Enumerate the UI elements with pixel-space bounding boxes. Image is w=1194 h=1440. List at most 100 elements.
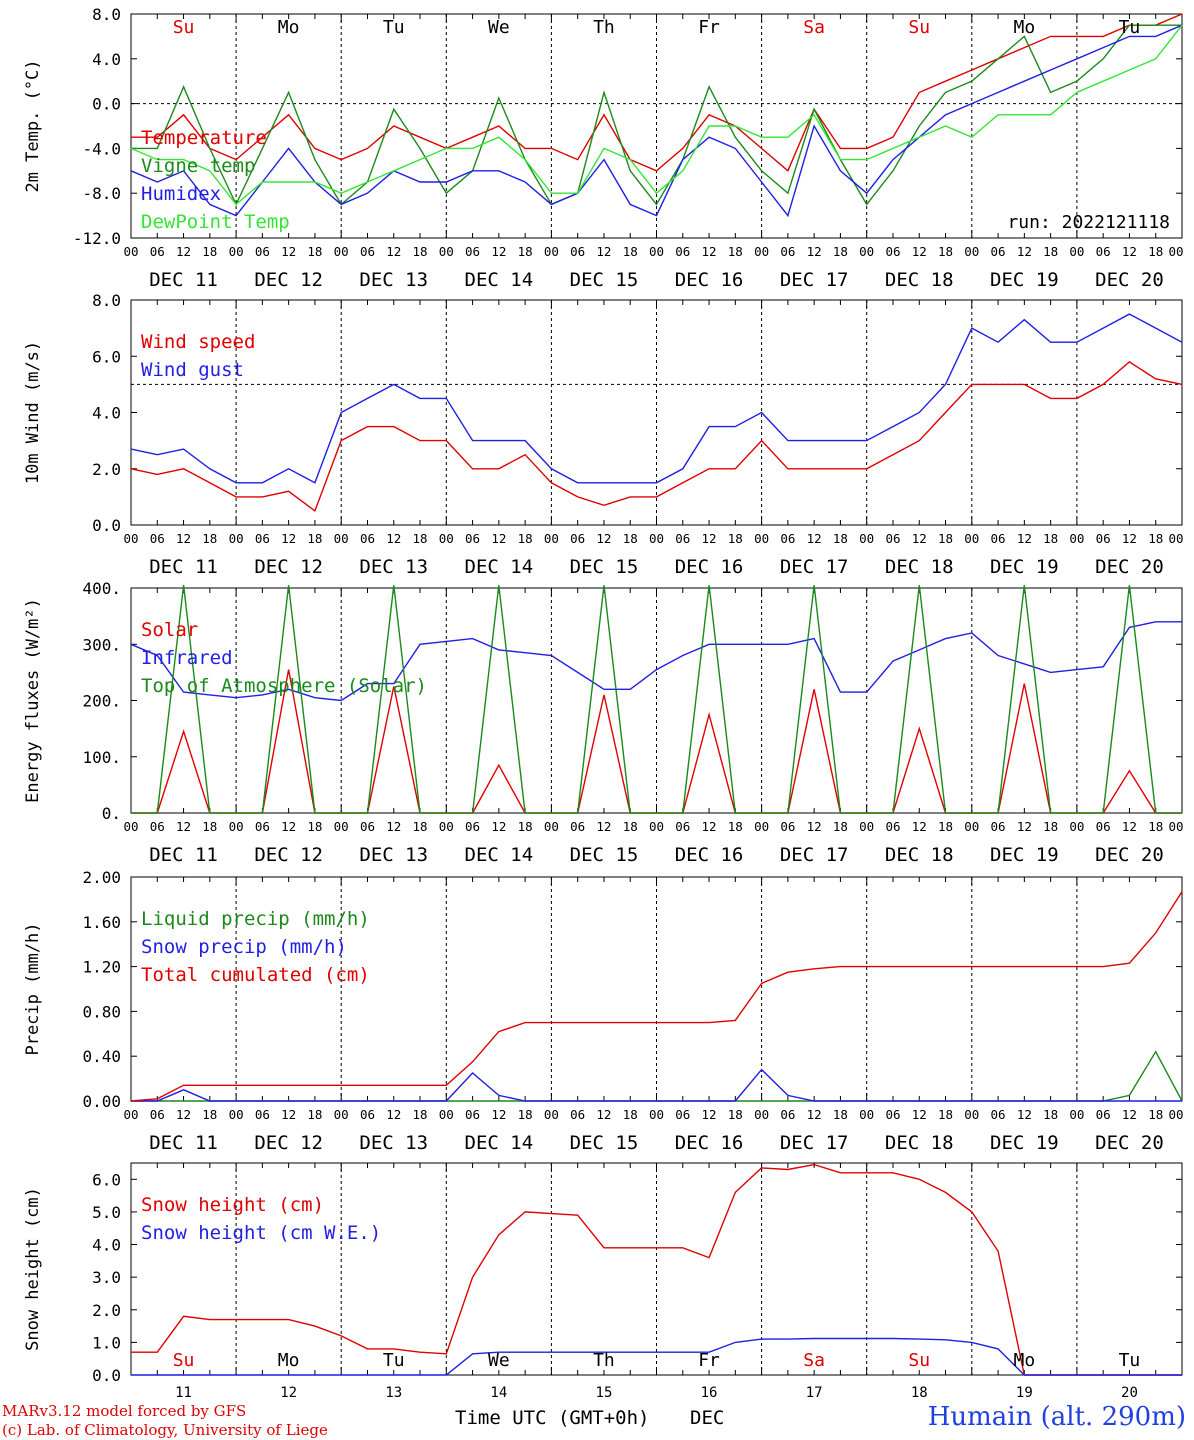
- x-tick-label: 18: [728, 819, 743, 834]
- weekday-label: Su: [173, 1350, 195, 1371]
- x-tick-label: 06: [150, 819, 165, 834]
- x-tick-label: 18: [938, 819, 953, 834]
- day-label: DEC 20: [1095, 269, 1164, 291]
- x-tick-label: 12: [1017, 819, 1032, 834]
- weekday-label: Fr: [698, 17, 720, 38]
- x-tick-label: 18: [833, 244, 848, 259]
- y-tick-label: -4.0: [82, 139, 121, 158]
- x-tick-label: 06: [885, 1107, 900, 1122]
- series-line-blue: [131, 1068, 1182, 1102]
- x-tick-label: 12: [807, 1107, 822, 1122]
- credit-line-2: (c) Lab. of Climatology, University of L…: [2, 1421, 328, 1439]
- x-tick-label: 00: [1168, 531, 1183, 546]
- x-tick-label: 00: [754, 1107, 769, 1122]
- x-tick-label: 18: [833, 1107, 848, 1122]
- x-tick-label: 06: [780, 819, 795, 834]
- weekday-label: Tu: [383, 17, 405, 38]
- x-tick-label: 18: [1043, 531, 1058, 546]
- day-number-label: 14: [490, 1385, 507, 1401]
- weekday-label: Fr: [698, 1350, 720, 1371]
- day-label: DEC 12: [254, 269, 323, 291]
- x-tick-label: 18: [202, 244, 217, 259]
- y-tick-label: 0.0: [92, 1366, 121, 1385]
- x-tick-label: 12: [702, 244, 717, 259]
- x-tick-label: 12: [176, 531, 191, 546]
- x-tick-label: 06: [675, 819, 690, 834]
- x-tick-label: 18: [623, 819, 638, 834]
- x-tick-label: 00: [334, 531, 349, 546]
- x-tick-label: 12: [386, 244, 401, 259]
- x-tick-label: 12: [912, 819, 927, 834]
- y-tick-label: 5.0: [92, 1203, 121, 1222]
- x-tick-label: 06: [780, 1107, 795, 1122]
- day-label: DEC 12: [254, 556, 323, 578]
- day-label: DEC 15: [570, 844, 639, 866]
- x-tick-label: 18: [307, 531, 322, 546]
- x-tick-label: 18: [1148, 819, 1163, 834]
- day-label: DEC 14: [465, 269, 534, 291]
- y-tick-label: 2.00: [82, 868, 121, 887]
- x-tick-label: 12: [176, 819, 191, 834]
- x-tick-label: 06: [675, 1107, 690, 1122]
- x-tick-label: 00: [544, 819, 559, 834]
- x-tick-label: 12: [176, 1107, 191, 1122]
- y-tick-label: -12.0: [73, 229, 121, 248]
- y-tick-label: 400.: [82, 579, 121, 598]
- chart-panel-4: 6.0 5.0 4.0 3.0 2.0 1.0 0.0 Snow height (cm) Sno…: [23, 1162, 1183, 1429]
- x-tick-label: 12: [281, 531, 296, 546]
- weekday-label: Tu: [383, 1350, 405, 1371]
- station-label: Humain (alt. 290m): [927, 1402, 1186, 1432]
- x-tick-label: 06: [675, 531, 690, 546]
- y-tick-label: 8.0: [92, 291, 121, 310]
- x-tick-label: 12: [807, 244, 822, 259]
- day-label: DEC 18: [885, 844, 954, 866]
- x-tick-label: 12: [281, 819, 296, 834]
- x-tick-label: 00: [334, 819, 349, 834]
- x-tick-label: 06: [885, 244, 900, 259]
- x-tick-label: 12: [1122, 1107, 1137, 1122]
- x-tick-label: 12: [702, 1107, 717, 1122]
- series-line-red: [130, 361, 1183, 513]
- x-tick-label: 06: [150, 531, 165, 546]
- day-label: DEC 16: [675, 556, 744, 578]
- legend-entry: Vigne temp: [141, 155, 255, 177]
- day-number-label: 20: [1121, 1385, 1138, 1401]
- x-tick-label: 00: [123, 244, 138, 259]
- x-tick-label: 12: [281, 244, 296, 259]
- x-tick-label: 06: [150, 244, 165, 259]
- day-label: DEC 20: [1095, 1132, 1164, 1154]
- weekday-label: We: [488, 17, 510, 38]
- y-tick-label: 6.0: [92, 347, 121, 366]
- day-label: DEC 14: [465, 1132, 534, 1154]
- y-tick-label: 0.0: [92, 95, 121, 114]
- x-tick-label: 12: [386, 1107, 401, 1122]
- x-tick-label: 06: [255, 819, 270, 834]
- x-tick-label: 06: [675, 244, 690, 259]
- day-label: DEC 14: [465, 556, 534, 578]
- day-label: DEC 15: [570, 556, 639, 578]
- weekday-label: Sa: [803, 17, 825, 38]
- day-label: DEC 19: [990, 1132, 1059, 1154]
- y-tick-label: 0.0: [92, 516, 121, 535]
- x-tick-label: 12: [281, 1107, 296, 1122]
- x-tick-label: 12: [491, 531, 506, 546]
- x-tick-label: 06: [360, 819, 375, 834]
- weekday-label: Mo: [278, 17, 300, 38]
- x-tick-label: 00: [754, 531, 769, 546]
- x-tick-label: 18: [412, 531, 427, 546]
- x-tick-label: 18: [412, 819, 427, 834]
- x-tick-label: 00: [439, 244, 454, 259]
- x-tick-label: 06: [255, 1107, 270, 1122]
- x-tick-label: 00: [649, 531, 664, 546]
- x-tick-label: 18: [1043, 1107, 1058, 1122]
- x-tick-label: 18: [1043, 819, 1058, 834]
- series-line-blue: [131, 1337, 1182, 1376]
- x-tick-label: 00: [964, 531, 979, 546]
- x-tick-label: 12: [386, 531, 401, 546]
- x-tick-label: 06: [1096, 819, 1111, 834]
- x-tick-label: 00: [334, 244, 349, 259]
- x-tick-label: 18: [1148, 1107, 1163, 1122]
- x-tick-label: 12: [491, 819, 506, 834]
- x-tick-label: 00: [649, 244, 664, 259]
